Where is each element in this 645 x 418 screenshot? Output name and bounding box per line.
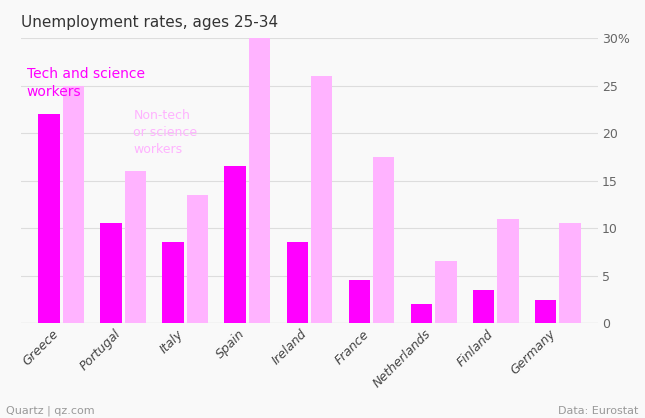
Bar (224, 166, 246, 323)
Bar (497, 219, 519, 323)
Bar (311, 76, 332, 323)
Bar (163, 242, 184, 323)
Bar (348, 280, 370, 323)
Bar (559, 224, 581, 323)
Bar (63, 86, 84, 323)
Text: Data: Eurostat: Data: Eurostat (558, 406, 639, 416)
Bar (535, 300, 557, 323)
Text: Unemployment rates, ages 25-34: Unemployment rates, ages 25-34 (21, 15, 278, 30)
Bar (186, 195, 208, 323)
Text: Non-tech
or science
workers: Non-tech or science workers (134, 110, 197, 156)
Bar (286, 242, 308, 323)
Bar (373, 157, 395, 323)
Bar (101, 224, 122, 323)
Text: Quartz | qz.com: Quartz | qz.com (6, 405, 95, 416)
Bar (435, 262, 457, 323)
Bar (411, 304, 432, 323)
Text: Tech and science
workers: Tech and science workers (26, 66, 144, 99)
Bar (473, 290, 494, 323)
Bar (249, 38, 270, 323)
Bar (38, 114, 60, 323)
Bar (124, 171, 146, 323)
